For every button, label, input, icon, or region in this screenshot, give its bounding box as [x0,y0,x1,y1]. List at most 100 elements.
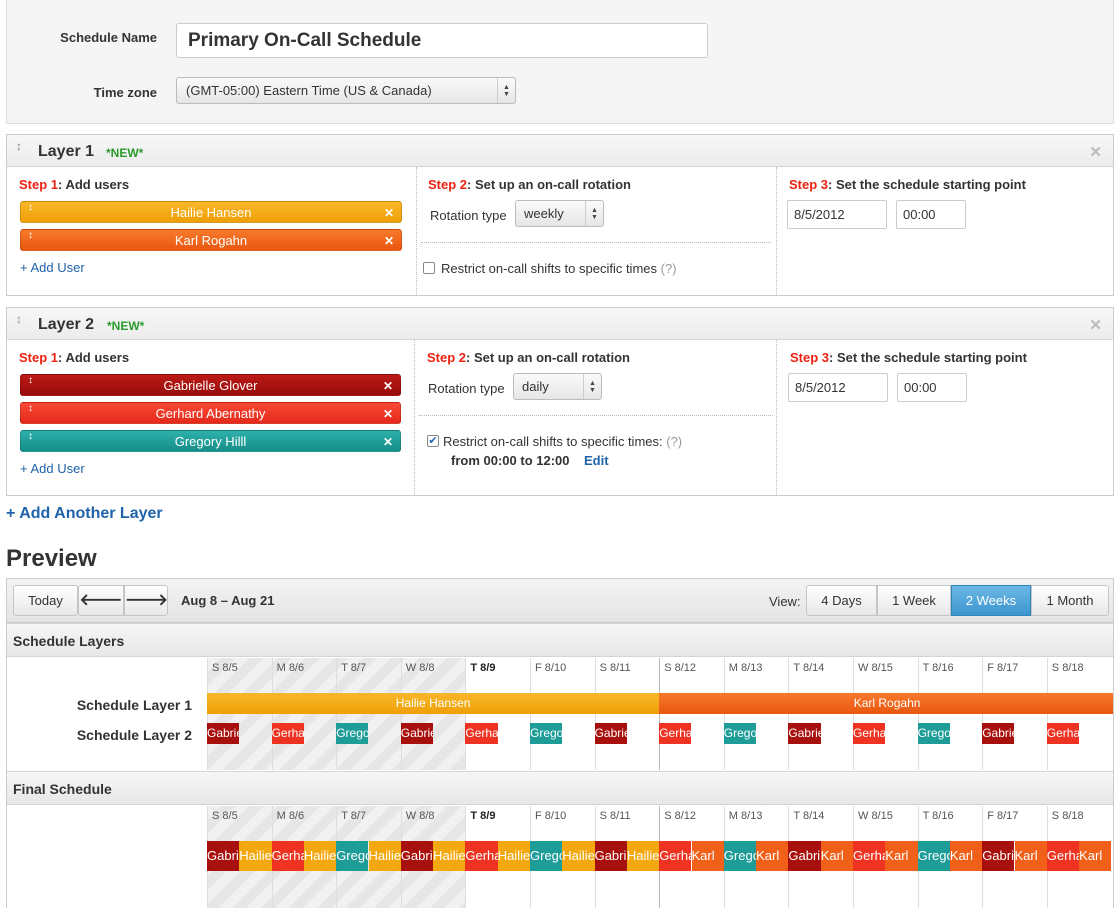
final-shift-segment[interactable]: Gabri [788,841,821,871]
calendar-toolbar: Today 🡐 🡒 Aug 8 – Aug 21 View: 4 Days 1 … [7,579,1113,623]
remove-user-icon[interactable]: ✕ [382,379,393,393]
step-number: Step 3 [789,177,829,192]
drag-handle-icon[interactable]: ↕ [16,139,22,153]
edit-restriction-link[interactable]: Edit [584,453,609,468]
final-shift-segment[interactable]: Hailie [368,841,401,871]
view-4-days-button[interactable]: 4 Days [806,585,877,616]
time-zone-select[interactable]: (GMT-05:00) Eastern Time (US & Canada) ▲ ▼ [176,77,516,104]
rotation-type-label: Rotation type [430,208,507,223]
user-pill[interactable]: ↕ Hailie Hansen ✕ [20,201,402,223]
rotation-type-select[interactable]: weekly ▲ ▼ [515,200,604,227]
final-shift-segment[interactable]: Gerha [271,841,304,871]
drag-handle-icon[interactable]: ↕ [28,431,33,442]
rotation-type-select[interactable]: daily ▲ ▼ [513,373,602,400]
drag-handle-icon[interactable]: ↕ [28,375,33,386]
layer-2-shift-bar[interactable]: Grego [336,723,369,744]
user-pill[interactable]: ↕ Karl Rogahn ✕ [20,229,402,251]
layer-2-shift-bar[interactable]: Gabrie [400,723,434,744]
add-user-link[interactable]: + Add User [20,461,85,476]
schedule-name-label: Schedule Name [60,30,157,45]
arrow-left-icon[interactable]: 🡐 [78,585,124,616]
layer-1-shift-bar[interactable]: Hailie Hansen [207,693,660,714]
remove-user-icon[interactable]: ✕ [383,206,394,220]
layer-2-shift-bar[interactable]: Gerha [659,723,692,744]
user-name: Hailie Hansen [170,205,252,220]
final-shift-segment[interactable]: Karl [1014,841,1047,871]
layer-2-shift-bar[interactable]: Gabrie [207,723,240,744]
close-icon[interactable]: ✕ [1089,317,1102,334]
help-icon[interactable]: (?) [660,261,677,276]
final-shift-segment[interactable]: Hailie [433,841,466,871]
restrict-times-checkbox[interactable]: ✔ [427,435,439,447]
today-button[interactable]: Today [13,585,78,616]
final-shift-segment[interactable]: Gerha [659,841,692,871]
layer-2-shift-bar[interactable]: Gerha [853,723,886,744]
final-shift-segment[interactable]: Karl [949,841,983,871]
layer-2-shift-bar[interactable]: Grego [530,723,563,744]
restrict-times-checkbox[interactable] [423,262,435,274]
add-another-layer-link[interactable]: + Add Another Layer [6,505,163,522]
final-shift-segment[interactable]: Gabri [207,841,240,871]
final-shift-segment[interactable]: Gabri [594,841,627,871]
close-icon[interactable]: ✕ [1089,144,1102,161]
view-2-weeks-button[interactable]: 2 Weeks [951,585,1031,616]
day-header: S 8/12 [659,658,724,770]
layer-2-shift-bar[interactable]: Gerha [271,723,304,744]
layer-2-shift-bar[interactable]: Gabrie [788,723,821,744]
drag-handle-icon[interactable]: ↕ [28,230,33,241]
layer-2-shift-bar[interactable]: Gerha [1046,723,1080,744]
start-time-input[interactable]: 00:00 [897,373,967,402]
step-number: Step 2 [428,177,468,192]
schedule-name-input[interactable]: Primary On-Call Schedule [176,23,708,58]
step-text: : Add users [58,350,130,365]
final-shift-segment[interactable]: Karl [820,841,853,871]
add-user-link[interactable]: + Add User [20,260,85,275]
final-shift-segment[interactable]: Karl [691,841,724,871]
user-pill[interactable]: ↕ Gabrielle Glover ✕ [20,374,401,396]
final-shift-segment[interactable]: Gerha [465,841,498,871]
final-shift-segment[interactable]: Hailie [497,841,530,871]
layer-1-shift-bar[interactable]: Karl Rogahn [659,693,1113,714]
drag-handle-icon[interactable]: ↕ [28,202,33,213]
layer-1-step-2: Step 2: Set up an on-call rotation Rotat… [416,167,776,295]
final-shift-segment[interactable]: Karl [1079,841,1112,871]
user-pill[interactable]: ↕ Gregory Hilll ✕ [20,430,401,452]
schedule-layers-header: Schedule Layers [7,623,1113,657]
final-shift-segment[interactable]: Gerha [1046,841,1080,871]
final-shift-segment[interactable]: Gerha [853,841,886,871]
start-time-input[interactable]: 00:00 [896,200,966,229]
layer-2-shift-bar[interactable]: Gerha [465,723,498,744]
final-shift-segment[interactable]: Gabri [400,841,434,871]
final-shift-segment[interactable]: Hailie [303,841,337,871]
final-shift-segment[interactable]: Grego [917,841,950,871]
day-header: T 8/7 [336,658,401,770]
start-date-input[interactable]: 8/5/2012 [788,373,888,402]
drag-handle-icon[interactable]: ↕ [28,403,33,414]
final-shift-segment[interactable]: Karl [756,841,789,871]
final-shift-segment[interactable]: Karl [885,841,918,871]
final-shift-segment[interactable]: Grego [530,841,563,871]
user-name: Gabrielle Glover [163,378,258,393]
arrow-right-icon[interactable]: 🡒 [124,585,168,616]
remove-user-icon[interactable]: ✕ [383,234,394,248]
layer-2-shift-bar[interactable]: Grego [723,723,757,744]
final-shift-segment[interactable]: Grego [723,841,757,871]
layer-title: Layer 1 [38,143,95,160]
layer-2-shift-bar[interactable]: Gabrie [594,723,627,744]
view-label: View: [769,594,801,609]
start-date-input[interactable]: 8/5/2012 [787,200,887,229]
final-shift-segment[interactable]: Hailie [562,841,595,871]
final-shift-segment[interactable]: Grego [336,841,369,871]
layer-2-shift-bar[interactable]: Gabrie [982,723,1015,744]
user-pill[interactable]: ↕ Gerhard Abernathy ✕ [20,402,401,424]
layer-2-shift-bar[interactable]: Grego [917,723,950,744]
final-shift-segment[interactable]: Hailie [239,841,272,871]
final-shift-segment[interactable]: Gabri [982,841,1015,871]
remove-user-icon[interactable]: ✕ [382,407,393,421]
view-1-month-button[interactable]: 1 Month [1031,585,1109,616]
final-shift-segment[interactable]: Hailie [626,841,660,871]
drag-handle-icon[interactable]: ↕ [16,312,22,326]
view-1-week-button[interactable]: 1 Week [877,585,951,616]
remove-user-icon[interactable]: ✕ [382,435,393,449]
help-icon[interactable]: (?) [666,434,683,449]
